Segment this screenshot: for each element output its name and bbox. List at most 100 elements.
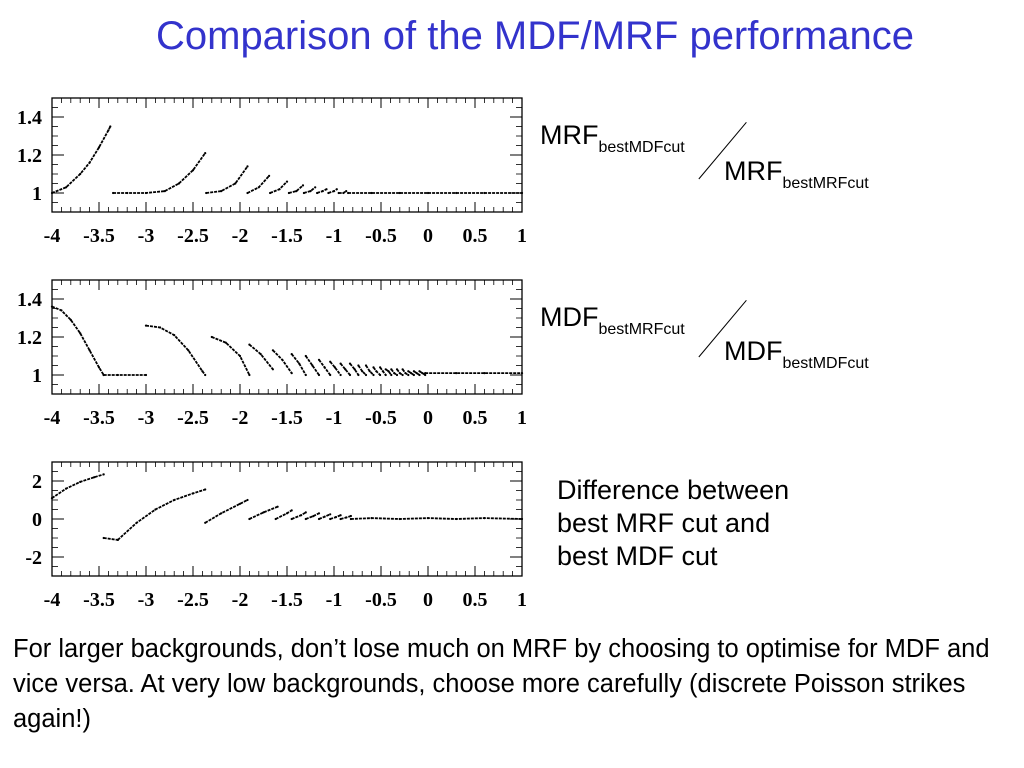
data-point [353,368,356,371]
y-tick-label: 1 [32,365,42,387]
data-point [410,372,413,375]
x-tick-label: 1 [517,407,527,429]
data-segment [247,175,270,194]
x-tick-label: -2.5 [177,589,209,611]
data-point [287,191,290,195]
ratio2-den-main: MDF [724,336,783,366]
data-point [304,517,307,521]
data-point [262,511,265,514]
data-point [246,165,249,168]
data-point [112,191,115,195]
data-point [344,368,347,371]
data-point [246,191,249,195]
data-point [370,517,373,520]
y-tick-label: 1 [32,183,42,205]
data-point [177,182,180,185]
data-segment [51,473,104,499]
data-point [220,190,223,193]
data-point [204,373,207,377]
x-tick-label: -1 [326,407,343,429]
x-tick-label: -4 [44,589,61,611]
data-point [154,508,157,511]
x-tick-label: -3 [138,407,155,429]
data-point [455,372,458,375]
data-point [357,364,360,367]
data-point [274,517,277,521]
data-point [349,517,352,521]
data-point [361,370,364,373]
data-point [285,512,289,515]
data-point [393,372,396,375]
ratio1-den-main: MRF [724,156,783,186]
data-segment [339,363,351,376]
x-tick-label: 0 [423,589,433,611]
data-point [339,517,342,521]
data-point [520,372,524,375]
data-point [339,362,342,365]
data-point [88,161,91,164]
data-point [418,373,421,377]
data-point [339,514,342,517]
x-tick-label: 0 [423,407,433,429]
x-tick-label: 0.5 [463,225,488,247]
data-segment [211,336,251,376]
data-point [412,370,415,373]
data-point [387,370,390,373]
data-point [424,372,427,375]
data-point [281,358,284,361]
data-point [248,517,251,521]
x-tick-label: -1 [326,225,343,247]
x-tick-label: 1 [517,589,527,611]
data-point [285,180,289,183]
data-segment [113,152,206,194]
data-point [483,372,486,375]
data-segment [291,511,307,520]
data-point [316,191,319,195]
data-point [60,309,63,312]
data-point [69,318,72,321]
data-point [312,515,315,518]
data-point [329,360,332,363]
data-point [304,373,307,377]
data-point [398,372,401,375]
data-point [418,370,421,373]
data-point [290,372,293,375]
data-point [116,373,119,377]
ratio2-numerator: MDFbestMRFcut [540,304,685,338]
data-point [290,509,293,512]
data-point [126,191,129,195]
data-point [317,512,321,515]
data-point [278,188,281,191]
data-point [220,512,223,515]
x-tick-label: -1.5 [271,225,303,247]
data-point [144,191,148,195]
x-tick-label: -3 [138,225,155,247]
x-tick-label: -3.5 [83,225,115,247]
data-point [276,505,279,508]
data-segment [407,370,415,376]
data-point [426,517,430,520]
data-point [102,536,105,540]
data-point [201,370,204,373]
data-point [335,188,338,191]
data-point [187,349,190,352]
data-point [329,517,332,521]
data-segment [385,368,393,376]
ratio1-num-sub: bestMDFcut [598,139,685,156]
data-point [135,521,138,524]
data-point [372,373,375,377]
data-point [248,373,251,377]
data-point [290,517,293,521]
data-point [102,473,105,476]
data-point [290,353,293,356]
data-point [398,517,401,521]
data-point [455,517,458,521]
data-point [483,191,486,195]
data-point [107,129,110,132]
data-point [204,521,207,524]
data-point [390,368,393,371]
x-tick-label: -0.5 [365,225,397,247]
data-point [323,515,326,518]
data-point [205,191,208,195]
data-point [357,373,360,377]
